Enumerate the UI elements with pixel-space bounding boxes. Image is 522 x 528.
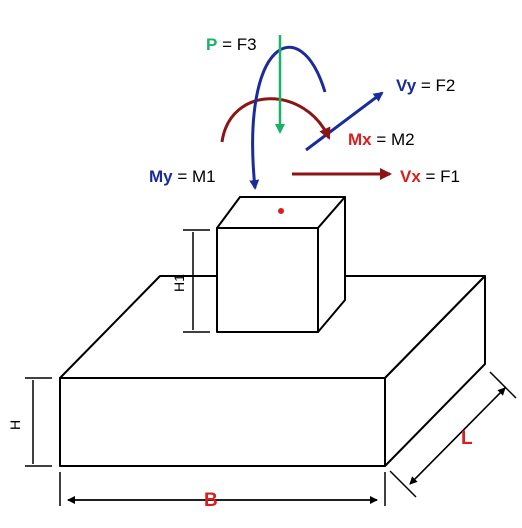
- l-label: L: [461, 428, 473, 449]
- h1-label: H1: [171, 274, 187, 292]
- my-moment-arc: [249, 46, 327, 190]
- my-label: My = M1: [149, 167, 216, 186]
- vy-arrow: [305, 91, 384, 152]
- pedestal: [216, 196, 346, 333]
- mx-moment-arc: [220, 97, 331, 143]
- h1-dimension: [183, 229, 210, 333]
- pedestal-side-face: [317, 196, 346, 333]
- vx-label-prefix: Vx: [400, 167, 421, 186]
- footing-side-face: [384, 275, 486, 467]
- vy-label: Vy = F2: [396, 76, 455, 95]
- footing-slab: [59, 275, 486, 467]
- mx-label-prefix: Mx: [348, 130, 372, 149]
- l-dimension: [389, 371, 517, 498]
- p-label-suffix: = F3: [217, 35, 256, 54]
- vy-label-prefix: Vy: [396, 76, 417, 95]
- pedestal-front-face: [216, 227, 319, 333]
- vx-label-suffix: = F1: [421, 167, 460, 186]
- vx-label: Vx = F1: [400, 167, 460, 186]
- b-dimension: [59, 472, 386, 506]
- mx-label: Mx = M2: [348, 130, 415, 149]
- vy-label-suffix: = F2: [416, 76, 455, 95]
- my-label-prefix: My: [149, 167, 173, 186]
- load-point-dot: [278, 208, 284, 214]
- p-label-prefix: P: [206, 35, 217, 54]
- h-label: H: [7, 420, 23, 430]
- p-label: P = F3: [206, 35, 257, 54]
- footing-front-face: [59, 377, 386, 467]
- h-dimension: [25, 377, 52, 467]
- b-label: B: [204, 490, 218, 511]
- mx-label-suffix: = M2: [372, 130, 415, 149]
- my-label-suffix: = M1: [173, 167, 216, 186]
